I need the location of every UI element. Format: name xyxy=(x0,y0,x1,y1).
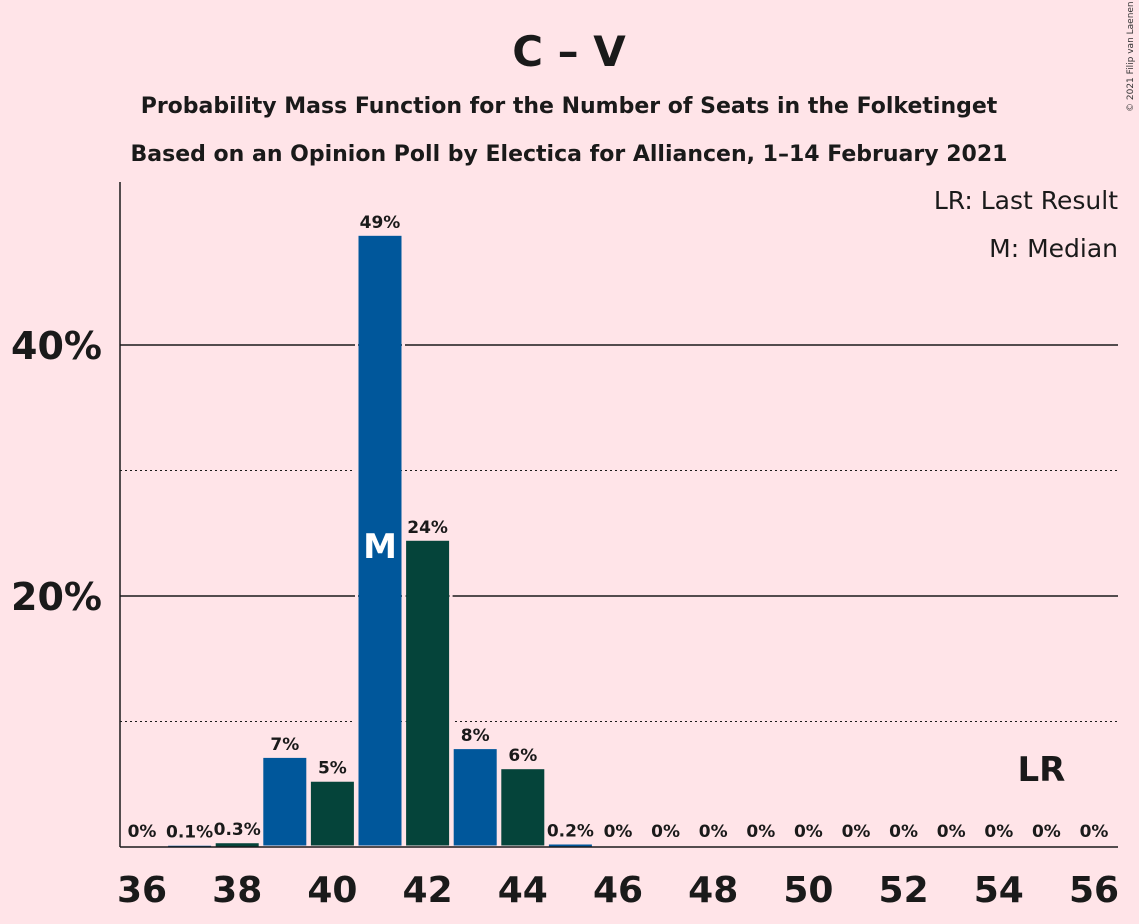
bar-value-label: 0% xyxy=(651,822,680,842)
bar xyxy=(501,769,545,847)
bar-value-label: 0% xyxy=(746,822,775,842)
bar xyxy=(263,757,307,847)
x-tick-label: 54 xyxy=(974,870,1024,911)
y-tick-label: 40% xyxy=(11,324,102,368)
grid-lines xyxy=(120,344,1118,722)
bar xyxy=(548,844,592,847)
bar-value-label: 0% xyxy=(984,822,1013,842)
bar-value-label: 0.3% xyxy=(214,820,261,840)
bar xyxy=(453,749,497,847)
bar-value-label: 24% xyxy=(407,518,448,538)
bar-value-label: 0% xyxy=(1080,822,1109,842)
x-tick-label: 40 xyxy=(307,870,357,911)
legend-median: M: Median xyxy=(989,234,1118,263)
bar-value-label: 8% xyxy=(461,726,490,746)
bar-value-labels: 0% 0.1% 0.3% 7% 5% 49% 24% 8% 6% 0.2% 0% 0% 0% 0% 0% 0%… xyxy=(128,213,1109,843)
median-marker: M xyxy=(363,527,397,567)
chart-title: C – V xyxy=(512,27,626,76)
x-tick-label: 46 xyxy=(593,870,643,911)
x-tick-label: 48 xyxy=(688,870,738,911)
bar-value-label: 0% xyxy=(1032,822,1061,842)
x-tick-label: 38 xyxy=(212,870,262,911)
x-tick-label: 56 xyxy=(1069,870,1119,911)
bar-value-label: 0% xyxy=(937,822,966,842)
chart-subtitle-1: Probability Mass Function for the Number… xyxy=(141,94,998,119)
bar-value-label: 0% xyxy=(842,822,871,842)
bar-value-label: 7% xyxy=(270,735,299,755)
bar-value-label: 5% xyxy=(318,759,347,779)
copyright-note: © 2021 Filip van Laenen xyxy=(1126,1,1136,112)
last-result-marker: LR xyxy=(1017,750,1065,790)
bar xyxy=(215,843,259,847)
bar xyxy=(358,235,402,847)
bar xyxy=(310,781,354,847)
bar-series xyxy=(168,232,592,849)
bar-value-label: 0% xyxy=(604,822,633,842)
bar-value-label: 49% xyxy=(360,213,401,233)
x-tick-label: 52 xyxy=(879,870,929,911)
bar xyxy=(406,540,450,847)
x-tick-label: 44 xyxy=(498,870,548,911)
bar-value-label: 0.2% xyxy=(547,821,594,841)
x-tick-label: 36 xyxy=(117,870,167,911)
bar-value-label: 0% xyxy=(794,822,823,842)
bar-value-label: 0% xyxy=(699,822,728,842)
x-tick-label: 50 xyxy=(783,870,833,911)
bar-value-label: 0.1% xyxy=(166,823,213,843)
bar-value-label: 6% xyxy=(508,746,537,766)
axes: 20% 40% 36 38 40 42 44 46 48 50 52 54 56 xyxy=(11,182,1119,911)
bar-value-label: 0% xyxy=(128,822,157,842)
legend-last-result: LR: Last Result xyxy=(934,186,1118,215)
chart-subtitle-2: Based on an Opinion Poll by Electica for… xyxy=(131,142,1008,167)
bar-value-label: 0% xyxy=(889,822,918,842)
y-tick-label: 20% xyxy=(11,575,102,619)
x-tick-label: 42 xyxy=(403,870,453,911)
